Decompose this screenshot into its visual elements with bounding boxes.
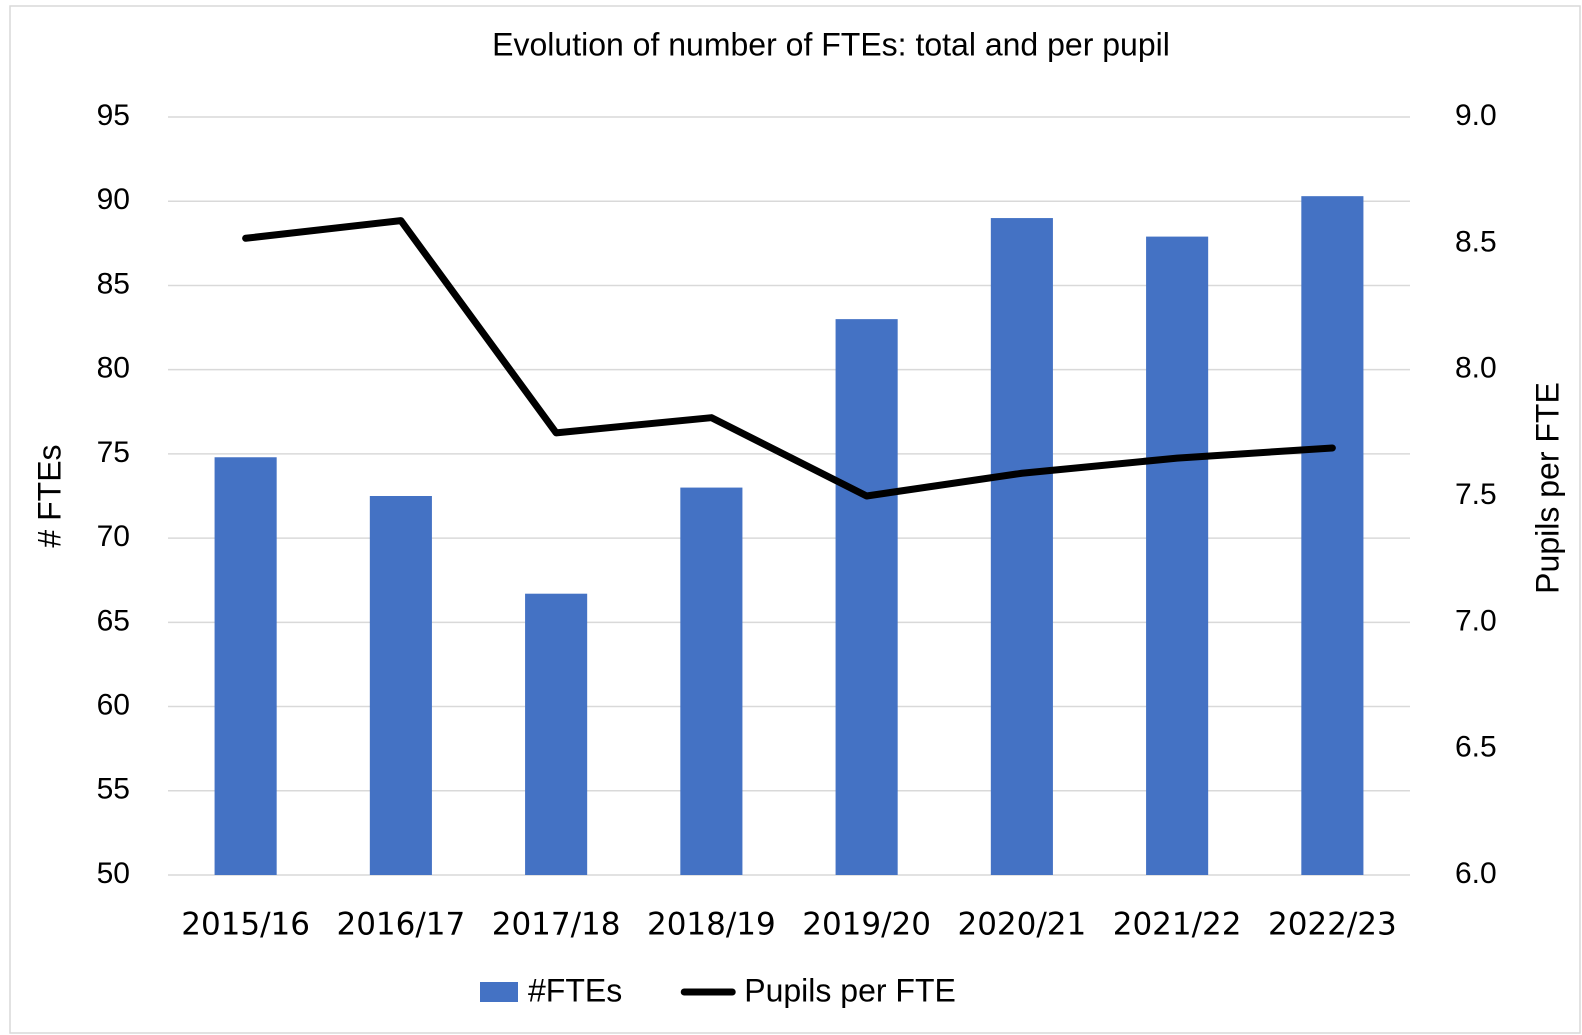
x-tick-label: 2017/18 bbox=[492, 907, 621, 943]
bar bbox=[1146, 236, 1209, 875]
y-tick-label: 50 bbox=[97, 857, 130, 890]
y-tick-label: 90 bbox=[97, 183, 130, 216]
y2-tick-label: 6.5 bbox=[1455, 731, 1497, 764]
legend-label: #FTEs bbox=[528, 972, 622, 1008]
line bbox=[242, 217, 1336, 500]
y2-tick-label: 7.0 bbox=[1455, 604, 1497, 637]
chart-border bbox=[9, 5, 1581, 1034]
y2-tick-label: 9.0 bbox=[1455, 99, 1497, 132]
legend-label: Pupils per FTE bbox=[744, 972, 956, 1008]
y-tick-label: 85 bbox=[97, 267, 130, 300]
x-tick-label: 2020/21 bbox=[957, 907, 1086, 943]
chart-title: Evolution of number of FTEs: total and p… bbox=[492, 26, 1170, 62]
bar bbox=[680, 487, 743, 875]
bar bbox=[525, 593, 588, 875]
y-tick-label: 80 bbox=[97, 352, 130, 385]
x-tick-label: 2015/16 bbox=[181, 907, 310, 943]
x-tick-label: 2018/19 bbox=[647, 907, 776, 943]
bar bbox=[1301, 196, 1364, 875]
y2-tick-label: 8.0 bbox=[1455, 352, 1497, 385]
x-tick-label: 2019/20 bbox=[802, 907, 931, 943]
y-tick-label: 95 bbox=[97, 99, 130, 132]
x-tick-label: 2016/17 bbox=[336, 907, 465, 943]
bar bbox=[214, 457, 277, 875]
y-tick-label: 55 bbox=[97, 773, 130, 806]
y2-axis-label: Pupils per FTE bbox=[1529, 382, 1565, 594]
legend-swatch bbox=[480, 982, 518, 1002]
bar bbox=[369, 496, 432, 875]
bar bbox=[835, 319, 898, 876]
y2-tick-label: 6.0 bbox=[1455, 857, 1497, 890]
x-tick-label: 2021/22 bbox=[1113, 907, 1242, 943]
x-tick-label: 2022/23 bbox=[1268, 907, 1397, 943]
y-tick-label: 60 bbox=[97, 688, 130, 721]
y2-tick-label: 7.5 bbox=[1455, 478, 1497, 511]
y-axis-label: # FTEs bbox=[31, 444, 67, 547]
y-tick-label: 75 bbox=[97, 436, 130, 469]
bar bbox=[990, 218, 1053, 876]
y-tick-label: 70 bbox=[97, 520, 130, 553]
y-tick-label: 65 bbox=[97, 604, 130, 637]
y2-tick-label: 8.5 bbox=[1455, 225, 1497, 258]
